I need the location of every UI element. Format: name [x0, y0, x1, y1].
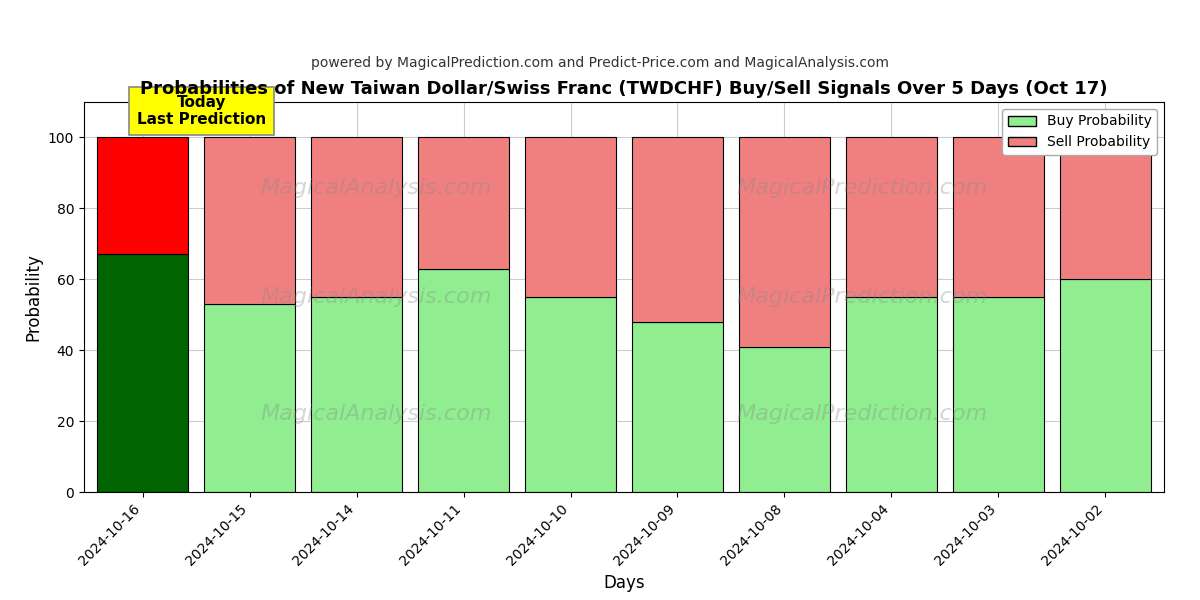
Bar — [953, 297, 1044, 492]
Bar — [953, 137, 1044, 297]
Bar — [204, 137, 295, 304]
Bar — [311, 137, 402, 297]
Bar — [97, 254, 188, 492]
Bar — [739, 137, 830, 347]
Bar — [97, 137, 188, 254]
Text: Today
Last Prediction: Today Last Prediction — [137, 95, 266, 127]
Bar — [1060, 279, 1151, 492]
Bar — [418, 269, 509, 492]
Text: MagicalAnalysis.com: MagicalAnalysis.com — [260, 178, 491, 198]
Bar — [204, 304, 295, 492]
Bar — [526, 137, 616, 297]
X-axis label: Days: Days — [604, 574, 644, 592]
Text: MagicalPrediction.com: MagicalPrediction.com — [736, 178, 988, 198]
Bar — [311, 297, 402, 492]
Text: MagicalPrediction.com: MagicalPrediction.com — [736, 287, 988, 307]
Bar — [846, 297, 937, 492]
Text: MagicalPrediction.com: MagicalPrediction.com — [736, 404, 988, 424]
Y-axis label: Probability: Probability — [24, 253, 42, 341]
Bar — [418, 137, 509, 269]
Bar — [846, 137, 937, 297]
Title: Probabilities of New Taiwan Dollar/Swiss Franc (TWDCHF) Buy/Sell Signals Over 5 : Probabilities of New Taiwan Dollar/Swiss… — [140, 80, 1108, 98]
Text: powered by MagicalPrediction.com and Predict-Price.com and MagicalAnalysis.com: powered by MagicalPrediction.com and Pre… — [311, 56, 889, 70]
Bar — [632, 322, 722, 492]
Bar — [739, 347, 830, 492]
Legend: Buy Probability, Sell Probability: Buy Probability, Sell Probability — [1002, 109, 1157, 155]
Bar — [632, 137, 722, 322]
Bar — [1060, 137, 1151, 279]
Text: MagicalAnalysis.com: MagicalAnalysis.com — [260, 404, 491, 424]
Text: MagicalAnalysis.com: MagicalAnalysis.com — [260, 287, 491, 307]
Bar — [526, 297, 616, 492]
